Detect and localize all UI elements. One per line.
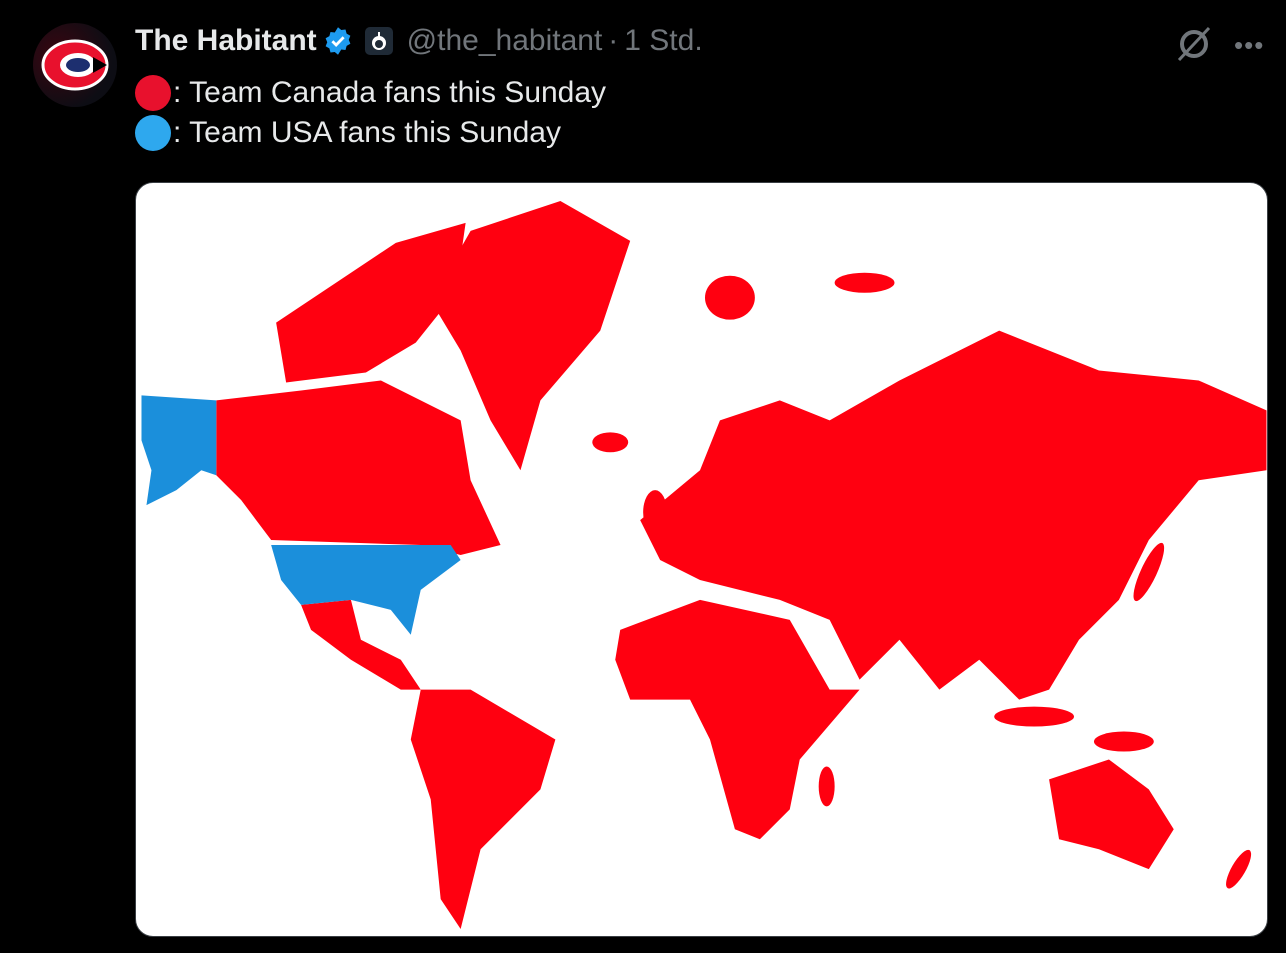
post-text: : Team Canada fans this Sunday [173,76,607,109]
greenland [430,200,631,471]
japan [1133,542,1165,602]
post-image-world-map[interactable] [135,182,1268,937]
africa [615,599,860,840]
author-name[interactable]: The Habitant [135,24,317,57]
indonesia [994,706,1075,727]
madagascar [818,766,835,807]
post-text-line-usa: : Team USA fans this Sunday [135,115,561,151]
separator: · [608,24,619,57]
avatar[interactable] [33,23,117,107]
author-handle[interactable]: @the_habitant [406,24,603,57]
novaya-zemlya [834,272,895,293]
timestamp[interactable]: 1 Std. [624,24,703,57]
red-circle-icon [135,75,171,111]
central-america [301,599,421,690]
post-text: : Team USA fans this Sunday [173,116,561,149]
australia [1049,759,1174,870]
world-map [141,200,1267,930]
alaska [141,395,217,506]
affiliate-badge-icon[interactable] [364,27,393,55]
eurasia [640,330,1267,700]
grok-icon[interactable] [1175,25,1213,63]
usa [271,545,461,635]
canadiens-logo-icon [41,39,109,91]
uk [643,490,668,535]
arctic-islands [276,222,466,383]
blue-circle-icon [135,115,171,151]
canada [216,380,501,556]
more-button[interactable]: ••• [1234,30,1265,60]
svalbard [704,275,755,320]
south-america [410,689,556,930]
new-zealand [1226,849,1252,889]
new-guinea [1093,731,1154,752]
verified-badge-icon[interactable] [323,26,353,56]
iceland [592,432,629,453]
post-header: The Habitant @the_habitant · 1 Std. [135,24,703,58]
post-text-line-canada: : Team Canada fans this Sunday [135,75,606,111]
